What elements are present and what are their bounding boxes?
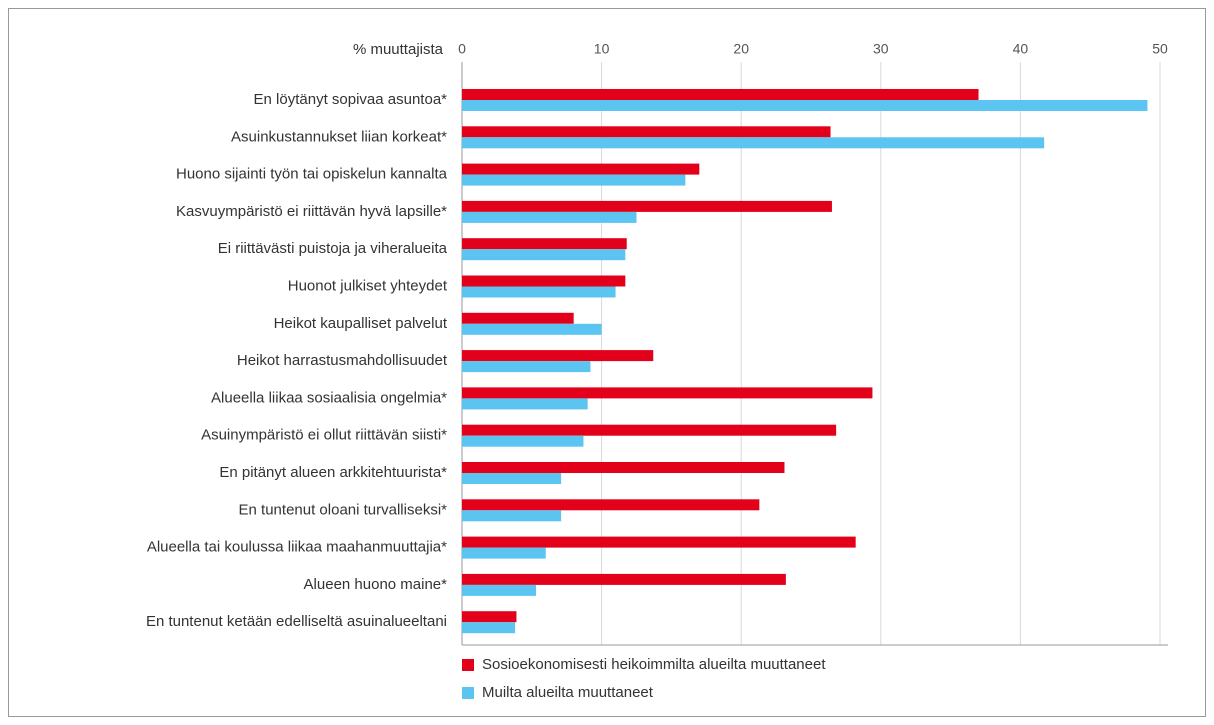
y-tick-label: Kasvuympäristö ei riittävän hyvä lapsill… (176, 203, 447, 220)
bar (462, 435, 584, 447)
legend-label: Sosioekonomisesti heikoimmilta alueilta … (482, 656, 826, 673)
axis-label: % muuttajista (353, 41, 444, 58)
y-tick-label: En tuntenut oloani turvalliseksi* (239, 501, 448, 518)
bar (462, 137, 1045, 149)
bar (462, 211, 637, 223)
x-tick-label: 10 (594, 41, 610, 57)
y-tick-label: Heikot harrastusmahdollisuudet (237, 352, 448, 369)
bar (462, 249, 626, 261)
bar (462, 510, 562, 522)
bar (462, 286, 616, 298)
bar (462, 584, 536, 596)
bar (462, 398, 588, 410)
y-tick-label: Alueella liikaa sosiaalisia ongelmia* (211, 389, 447, 406)
bar (462, 275, 626, 287)
bar (462, 361, 591, 373)
y-tick-label: Asuinympäristö ei ollut riittävän siisti… (201, 427, 447, 444)
bar (462, 163, 700, 175)
bar (462, 622, 516, 634)
bar (462, 174, 686, 186)
y-tick-label: Alueella tai koulussa liikaa maahanmuutt… (147, 539, 447, 556)
y-tick-label: Alueen huono maine* (304, 576, 448, 593)
frame (8, 8, 1206, 717)
bar (462, 424, 837, 436)
bar (462, 126, 831, 138)
y-tick-label: Huonot julkiset yhteydet (288, 277, 448, 294)
x-tick-label: 40 (1013, 41, 1029, 57)
legend-label: Muilta alueilta muuttaneet (482, 684, 654, 701)
x-tick-label: 50 (1152, 41, 1168, 57)
bar (462, 323, 602, 335)
x-tick-label: 20 (733, 41, 749, 57)
y-tick-label: En pitänyt alueen arkkitehtuurista* (219, 464, 447, 481)
y-tick-label: Huono sijainti työn tai opiskelun kannal… (176, 166, 448, 183)
bar (462, 350, 654, 362)
legend-swatch (462, 687, 474, 699)
bar (462, 611, 517, 623)
bar (462, 312, 574, 324)
bar (462, 100, 1148, 111)
bar (462, 238, 627, 250)
bar (462, 499, 760, 511)
y-tick-label: En tuntenut ketään edelliseltä asuinalue… (146, 613, 447, 630)
x-tick-label: 0 (458, 41, 466, 57)
legend-swatch (462, 659, 474, 671)
y-tick-label: Ei riittävästi puistoja ja viheralueita (218, 240, 448, 257)
y-tick-label: Asuinkustannukset liian korkeat* (231, 128, 447, 145)
bar (462, 573, 786, 585)
bar (462, 547, 546, 559)
y-tick-label: Heikot kaupalliset palvelut (274, 315, 448, 332)
bar (462, 536, 856, 548)
bar (462, 200, 832, 212)
y-tick-label: En löytänyt sopivaa asuntoa* (254, 91, 448, 108)
bar (462, 473, 562, 484)
bar (462, 387, 873, 399)
x-tick-label: 30 (873, 41, 889, 57)
bar (462, 462, 785, 473)
bar (462, 89, 979, 100)
